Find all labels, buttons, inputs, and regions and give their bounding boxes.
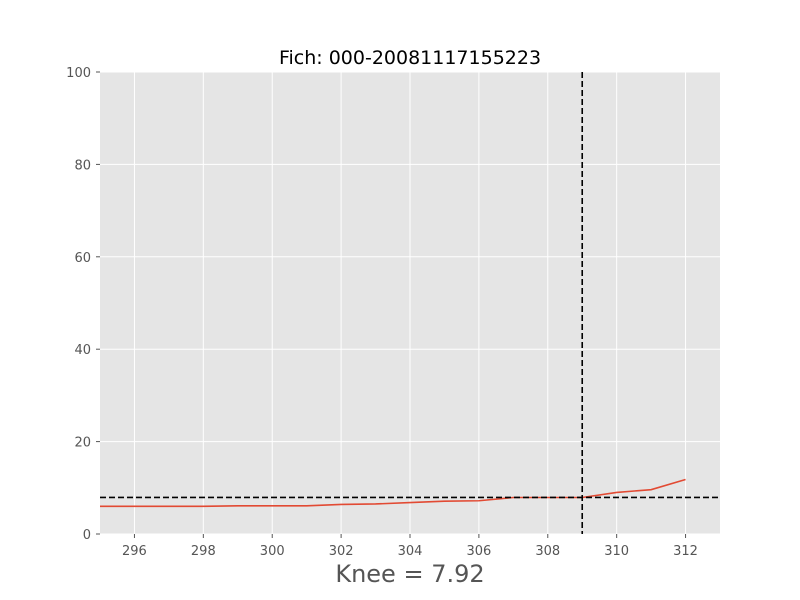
- x-tick-label: 312: [673, 544, 698, 559]
- x-tick-label: 308: [535, 544, 560, 559]
- chart-title: Fich: 000-20081117155223: [279, 47, 541, 69]
- x-tick-label: 306: [466, 544, 491, 559]
- x-tick-label: 296: [122, 544, 147, 559]
- x-tick-label: 304: [398, 544, 423, 559]
- y-tick-label: 0: [83, 528, 91, 543]
- y-tick-label: 60: [74, 251, 91, 266]
- x-tick-label: 310: [604, 544, 629, 559]
- x-tick-label: 298: [191, 544, 216, 559]
- y-tick-label: 40: [74, 343, 91, 358]
- x-axis-label: Knee = 7.92: [335, 560, 484, 588]
- y-tick-label: 20: [74, 436, 91, 451]
- y-axis-ticks: 0 20 40 60 80 100: [66, 66, 100, 543]
- x-axis-ticks: 296 298 300 302 304 306 308 310 312: [122, 534, 698, 559]
- y-tick-label: 100: [66, 66, 91, 81]
- x-tick-label: 300: [260, 544, 285, 559]
- reference-lines: [100, 72, 720, 534]
- y-tick-label: 80: [74, 158, 91, 173]
- x-tick-label: 302: [329, 544, 354, 559]
